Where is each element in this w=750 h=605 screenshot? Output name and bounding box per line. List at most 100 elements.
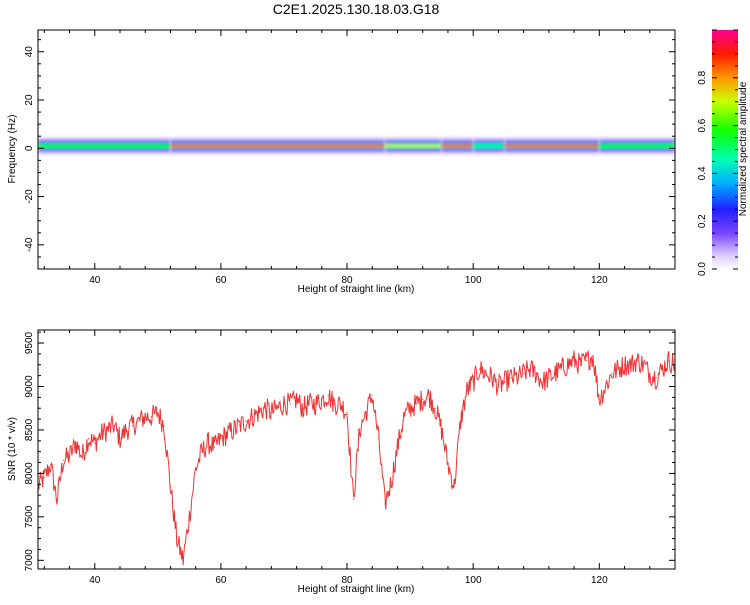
snr-point [295,398,298,401]
colorbar-tick-label: 0.0 [697,262,708,276]
snr-panel: 40 60 80 100 120 7000 7500 8000 8500 9000 9500 Hei… [7,329,676,595]
snr-ylabel: SNR (10 * v/v) [7,417,18,481]
snr-point [314,403,317,405]
snr-point [245,420,247,422]
snr-point [258,411,260,414]
snr-point [447,464,449,466]
snr-point [359,429,361,431]
snr-point [535,372,537,375]
snr-point [213,446,216,448]
band-core [441,144,474,148]
snr-point [630,364,632,366]
snr-point [560,368,563,370]
snr-ticks: 40 60 80 100 120 7000 7500 8000 8500 9000 9500 [24,330,676,586]
snr-point [201,451,203,453]
snr-xlabel: Height of straight line (km) [298,584,415,595]
spectrogram-ticks: 40 60 80 100 120 -40 -20 0 20 40 [24,30,676,286]
snr-point [510,377,512,379]
snr-point [554,372,556,375]
snr-point [176,537,178,540]
snr-point [453,485,455,488]
snr-point [50,464,52,466]
snr-xtick-label: 100 [465,575,482,586]
snr-point [605,385,607,388]
band-segment [599,136,675,155]
snr-point [415,403,418,405]
snr-point [434,407,436,409]
band-segment [504,136,600,155]
snr-point [169,485,172,488]
snr-point [598,398,600,401]
snr-point [220,438,222,440]
band-core [384,144,442,148]
spectrogram-xtick-label: 40 [89,275,101,286]
band-core [38,144,171,148]
snr-point [113,425,115,427]
snr-point [327,394,329,396]
snr-point [642,364,645,366]
snr-point [390,481,392,483]
band-segment [384,136,442,155]
snr-point [277,407,279,409]
snr-point [100,433,102,435]
snr-point [232,429,235,431]
colorbar-tick-label: 0.4 [697,166,708,180]
snr-ytick-label: 8000 [24,462,35,485]
snr-point [87,438,90,440]
snr-point [655,377,657,379]
snr-point [68,455,71,457]
spectral-band [38,136,675,155]
snr-point [182,559,184,561]
snr-point [352,498,354,501]
spectrogram-ytick-label: 20 [24,94,35,106]
snr-point [617,368,619,370]
snr-point [302,407,304,409]
snr-point [649,372,651,375]
snr-ytick-label: 7500 [24,505,35,528]
snr-point [188,516,190,518]
colorbar-tick-label: 0.2 [697,214,708,228]
spectrogram-panel: 40 60 80 100 120 -40 -20 0 20 40 Height of straig… [7,29,676,295]
snr-point [623,364,626,366]
snr-point [396,446,399,448]
snr-point [504,381,506,383]
colorbar-ticks: 0.0 0.2 0.4 0.6 0.8 [697,29,738,276]
spectrogram-ytick-label: -40 [24,237,35,252]
band-core [504,144,600,148]
snr-point [567,364,569,366]
figure-title: C2E1.2025.130.18.03.G18 [273,1,440,17]
snr-point [573,359,575,362]
snr-point [125,429,127,431]
spectrogram-ytick-label: -20 [24,189,35,204]
snr-point [611,372,613,375]
snr-point [472,381,474,383]
snr-point [529,368,531,370]
snr-ytick-label: 7000 [24,549,35,572]
snr-xtick-label: 60 [215,575,227,586]
spectrogram-xtick-label: 100 [465,275,482,286]
snr-point [485,372,487,375]
snr-point [43,477,45,479]
colorbar: 0.0 0.2 0.4 0.6 0.8 Normalized spectral ampl… [697,29,749,276]
spectrogram-xtick-label: 120 [591,275,608,286]
snr-point [478,368,481,370]
snr-point [251,416,254,418]
spectrogram-ytick-label: 0 [24,145,35,151]
snr-point [497,385,500,388]
snr-point [365,411,367,414]
colorbar-label: Normalized spectral amplitude [738,81,749,216]
snr-point [150,416,153,418]
spectrogram-xtick-label: 80 [341,275,353,286]
snr-point [466,390,468,392]
snr-point [586,359,588,362]
band-core [170,144,385,148]
snr-frame [37,329,676,570]
band-segment [473,136,505,155]
snr-line [38,350,675,566]
snr-point [226,433,228,435]
snr-point [441,429,443,431]
snr-point [428,394,430,396]
band-segment [170,136,385,155]
snr-point [459,420,462,422]
